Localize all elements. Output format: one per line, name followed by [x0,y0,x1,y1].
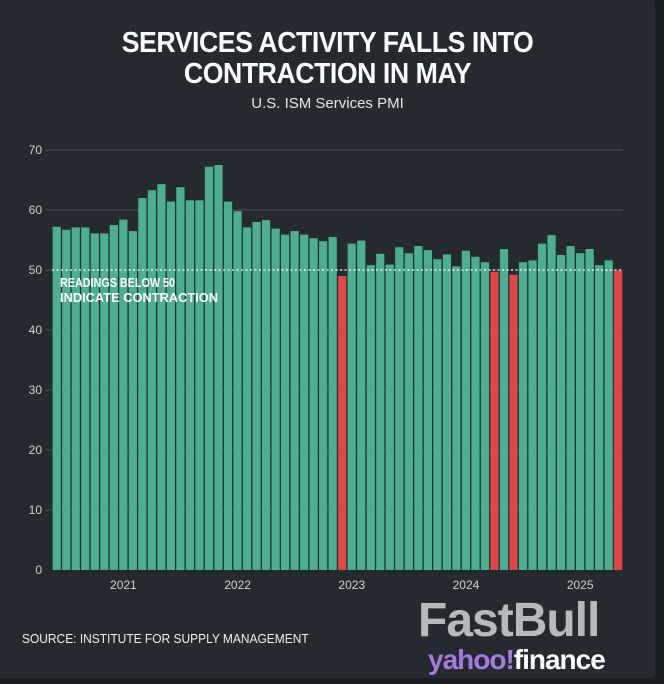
source-note: SOURCE: INSTITUTE FOR SUPPLY MANAGEMENT [22,631,309,646]
bar [595,265,604,570]
bar [309,238,318,570]
bar [442,254,451,570]
bar [147,190,156,570]
bar [271,228,280,570]
contraction-annotation: READINGS BELOW 50 [60,276,175,290]
title-line-2: CONTRACTION IN MAY [183,58,472,90]
fastbull-watermark: FastBull [418,594,600,647]
bar [319,241,328,570]
y-tick-label: 0 [35,563,42,577]
bar [52,226,61,571]
chart-title: SERVICES ACTIVITY FALLS INTO CONTRACTION… [26,28,629,90]
x-tick-label: 2022 [224,578,251,592]
finance-text: finance [513,644,606,675]
bar [109,225,118,570]
y-tick-label: 70 [29,143,43,157]
bar [556,255,566,570]
bar [128,231,137,570]
bar [195,200,204,570]
title-line-1: SERVICES ACTIVITY FALLS INTO [121,27,534,59]
bar [547,235,556,570]
bar [71,227,80,570]
bar [204,166,214,571]
bar [604,260,613,570]
bar [385,264,394,570]
x-tick-label: 2021 [110,578,137,592]
y-tick-label: 10 [29,503,43,517]
chart-subtitle: U.S. ISM Services PMI [251,95,404,112]
bar [423,250,432,570]
bar [81,227,90,570]
bar [395,247,404,570]
x-tick-label: 2023 [338,578,365,592]
bar [537,243,547,570]
bar [223,201,233,570]
bar [233,211,242,570]
bar [499,249,509,570]
bar [328,237,337,570]
bar [357,240,366,570]
bar [376,253,385,571]
bar [614,270,623,570]
bar [471,256,480,570]
y-tick-label: 40 [29,323,43,337]
bar [214,165,223,570]
bar [585,249,594,570]
y-tick-label: 60 [29,203,43,217]
bar [252,222,261,570]
bar [338,276,347,570]
bar [290,231,299,570]
bar [576,253,585,570]
bar [261,220,271,570]
bar [62,229,71,571]
bar [300,234,309,570]
bar [528,260,537,570]
bar [490,271,499,570]
x-tick-label: 2024 [453,578,480,592]
x-tick-label: 2025 [567,578,594,592]
bar [480,262,490,570]
y-tick-label: 20 [29,443,43,457]
bar [366,265,375,570]
bar [452,266,461,570]
bar [90,233,99,570]
bar [176,187,185,570]
bar [461,250,471,571]
y-tick-label: 50 [29,263,43,277]
bar [119,219,128,570]
bar [166,201,176,570]
bar [347,243,356,570]
bar [518,262,528,570]
bar [281,234,290,570]
bar [404,253,413,570]
bar [242,227,252,570]
bar [185,200,195,570]
yahoo-text: yahoo! [428,644,515,675]
contraction-annotation: INDICATE CONTRACTION [60,291,218,305]
bar [138,198,147,570]
chart-card: SERVICES ACTIVITY FALLS INTO CONTRACTION… [0,0,655,678]
yahoo-finance-wordmark: yahoo!finance [428,644,606,675]
bar [414,246,423,570]
bar [566,246,575,570]
yahoo-finance-logo: FastBull yahoo!finance [418,597,643,675]
bar [433,259,442,570]
bar [157,184,166,570]
bar [100,233,109,570]
y-tick-label: 30 [29,383,43,397]
bar [509,274,518,570]
